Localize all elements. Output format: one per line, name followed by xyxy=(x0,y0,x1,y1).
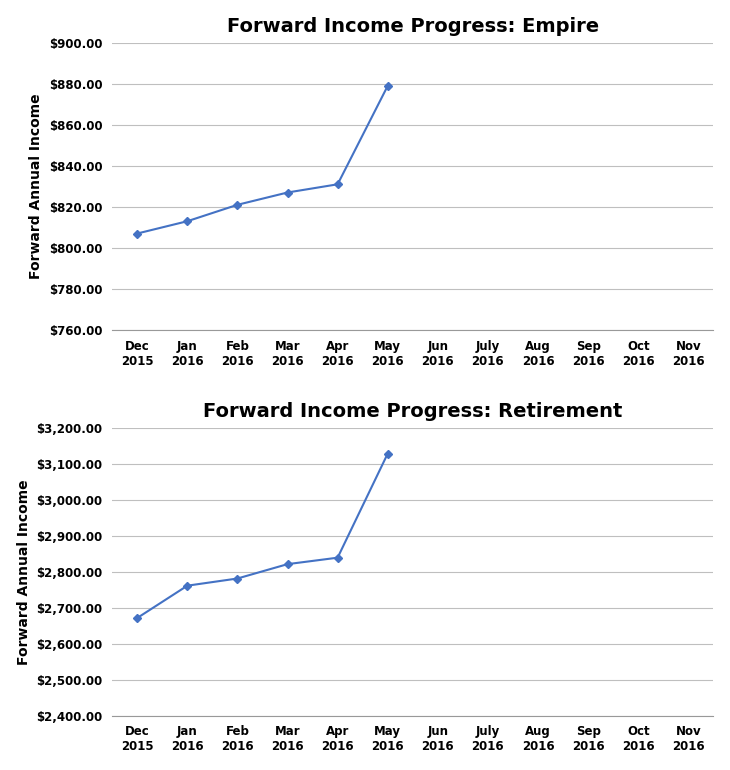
Y-axis label: Forward Annual Income: Forward Annual Income xyxy=(29,93,43,280)
Y-axis label: Forward Annual Income: Forward Annual Income xyxy=(17,479,31,665)
Title: Forward Income Progress: Retirement: Forward Income Progress: Retirement xyxy=(203,403,623,421)
Title: Forward Income Progress: Empire: Forward Income Progress: Empire xyxy=(227,17,599,35)
